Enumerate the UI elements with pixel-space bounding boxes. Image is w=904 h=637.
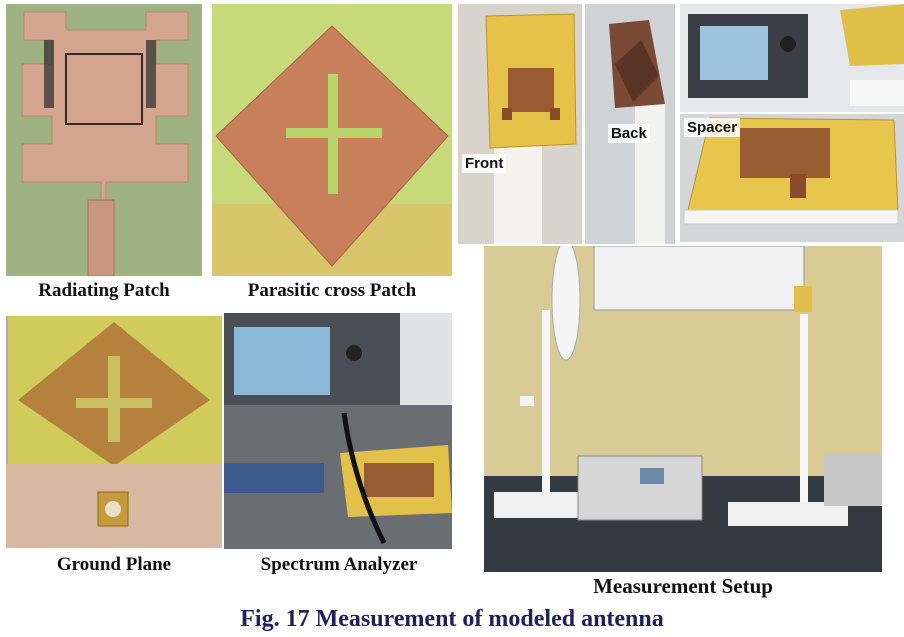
- measurement-setup-photo: [484, 246, 882, 572]
- spacer-label: Spacer: [684, 118, 741, 137]
- ground-plane-photo: [6, 316, 222, 548]
- antenna-front-photo: [458, 4, 582, 244]
- analyzer-closeup-photo: [680, 4, 904, 112]
- parasitic-patch-photo: [212, 4, 452, 276]
- parasitic-patch-caption: Parasitic cross Patch: [247, 280, 417, 301]
- ground-plane-caption: Ground Plane: [56, 554, 172, 575]
- radiating-patch-photo: [6, 4, 202, 276]
- spectrum-analyzer-photo: [224, 313, 452, 549]
- spacer-photo: [680, 114, 904, 242]
- radiating-patch-caption: Radiating Patch: [38, 280, 170, 301]
- measurement-setup-caption: Measurement Setup: [593, 574, 773, 598]
- spectrum-analyzer-caption: Spectrum Analyzer: [260, 554, 418, 575]
- back-label: Back: [608, 124, 650, 143]
- figure-caption: Fig. 17 Measurement of modeled antenna: [240, 606, 664, 632]
- front-label: Front: [462, 154, 507, 173]
